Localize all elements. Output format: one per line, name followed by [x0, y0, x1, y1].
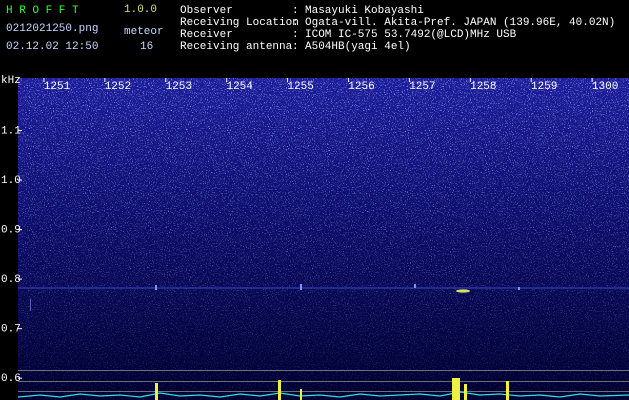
- x-tick-label: 1254: [226, 81, 253, 93]
- y-axis-label: kHz: [1, 75, 21, 87]
- header: H R O F F T 1.0.0 0212021250.png meteor …: [6, 4, 164, 53]
- y-tick-label: 0.6: [1, 373, 21, 385]
- y-tick-label: 0.9: [1, 224, 21, 236]
- meteor-count: 16: [140, 41, 153, 53]
- spectrogram-noise: [18, 78, 629, 400]
- x-axis: 1251 1252 1253 1254 1255 1256 1257 1258 1259 1300: [43, 78, 618, 93]
- x-tick-label: 1255: [287, 81, 313, 93]
- y-tick-label: 1.0: [1, 175, 21, 187]
- signal-trace: [17, 378, 629, 400]
- date-time: 02.12.02 12:50: [6, 41, 98, 53]
- field-value: Masayuki Kobayashi: [305, 5, 424, 17]
- field-separator: :: [292, 5, 299, 17]
- echo-band: [18, 284, 629, 311]
- field-label: Observer: [180, 5, 233, 17]
- file-name: 0212021250.png: [6, 23, 98, 35]
- x-tick-label: 1256: [348, 81, 374, 93]
- x-tick-label: 1251: [44, 81, 71, 93]
- y-tick-label: 0.8: [1, 274, 21, 286]
- y-tick-label: 1.1: [1, 125, 21, 137]
- field-value: A504HB(yagi 4el): [305, 41, 411, 53]
- field-value: ICOM IC-575 53.7492(@LCD)MHz USB: [305, 29, 517, 41]
- x-tick-label: 1258: [470, 81, 496, 93]
- field-separator: :: [292, 17, 299, 29]
- version: 1.0.0: [124, 4, 157, 16]
- y-axis: kHz 1.1 1.0 0.9 0.8 0.7 0.6: [1, 75, 22, 385]
- field-separator: :: [292, 29, 299, 41]
- x-tick-label: 1259: [531, 81, 557, 93]
- y-tick-label: 0.7: [1, 324, 21, 336]
- program-name: H R O F F T: [6, 5, 79, 17]
- x-tick-label: 1253: [166, 81, 192, 93]
- field-label: Receiving Location: [180, 17, 299, 29]
- field-label: Receiver: [180, 29, 233, 41]
- x-tick-label: 1257: [409, 81, 435, 93]
- field-label: Receiving antenna: [180, 41, 293, 53]
- field-value: Ogata-vill. Akita-Pref. JAPAN (139.96E, …: [305, 17, 615, 29]
- baseline-guides: [18, 370, 629, 392]
- x-tick-label: 1300: [592, 81, 618, 93]
- x-tick-label: 1252: [105, 81, 131, 93]
- field-separator: :: [292, 41, 299, 53]
- meteor-label: meteor: [124, 26, 164, 38]
